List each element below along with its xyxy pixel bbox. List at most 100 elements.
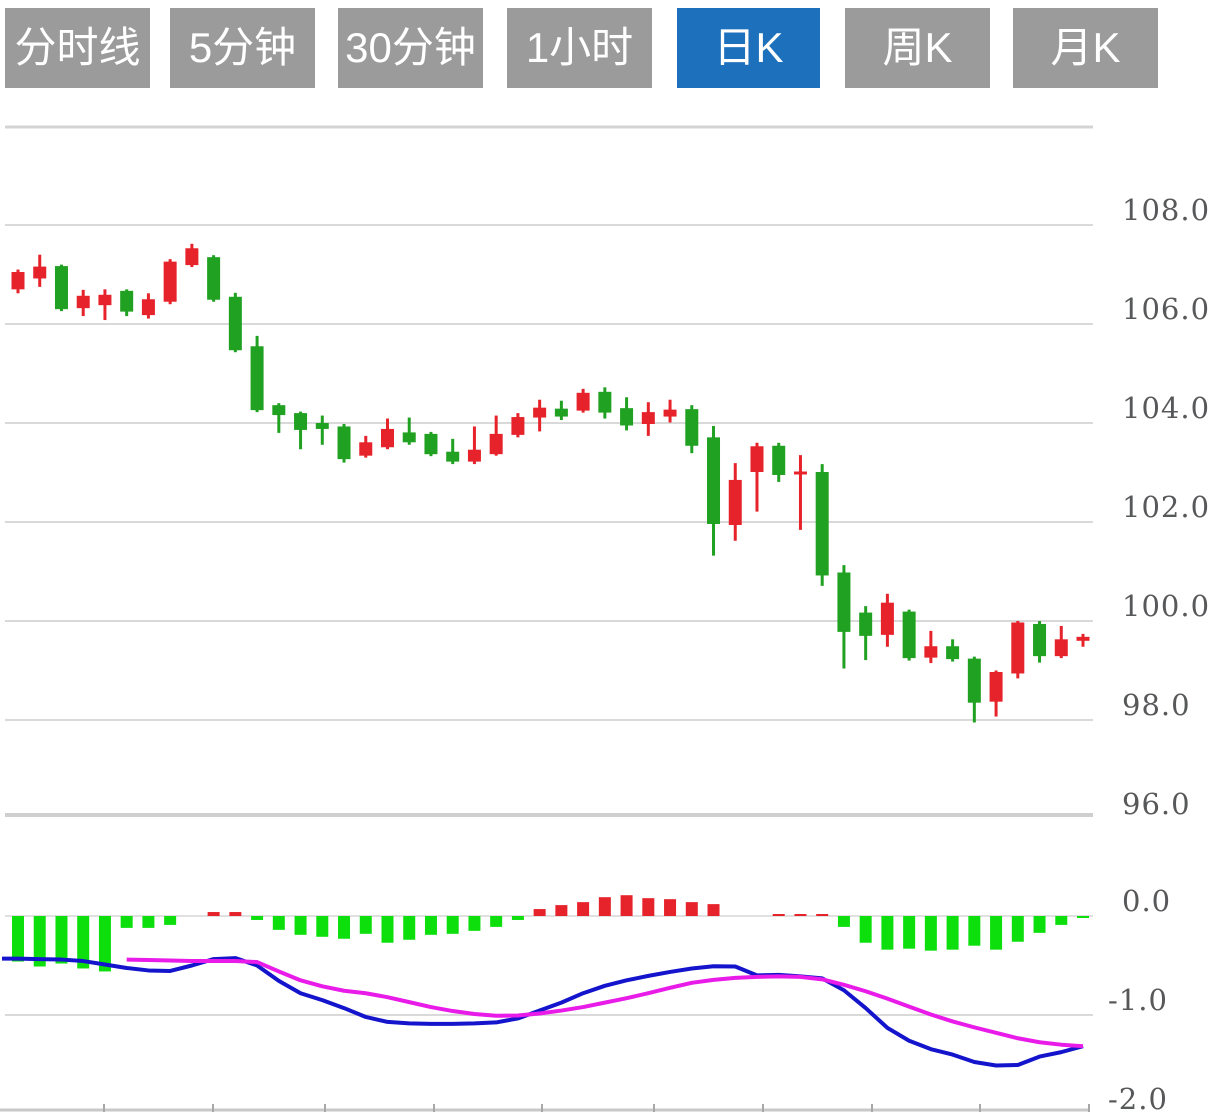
macd-bar <box>946 916 959 950</box>
candle-down <box>294 413 308 430</box>
candle-up <box>98 294 112 306</box>
macd-bar <box>859 916 872 943</box>
tab-monthly-k[interactable]: 月K <box>1013 8 1158 88</box>
candle-down <box>554 408 568 417</box>
price-axis-label: 104.0 <box>1122 391 1210 425</box>
macd-bar <box>707 904 720 916</box>
macd-bar <box>468 916 481 931</box>
macd-bar <box>642 898 655 916</box>
candle-up <box>1076 636 1090 641</box>
candle-up <box>533 407 547 418</box>
candle-up <box>185 248 199 266</box>
tab-weekly-k[interactable]: 周K <box>845 8 990 88</box>
candle-down <box>228 296 242 351</box>
candle-down <box>250 346 264 411</box>
macd-bar <box>772 914 785 916</box>
candle-up <box>880 602 894 635</box>
candle-down <box>54 266 68 310</box>
candle-down <box>598 391 612 413</box>
candle-down <box>1033 623 1047 657</box>
macd-bar <box>490 916 503 927</box>
price-axis-label: 106.0 <box>1122 292 1210 326</box>
candle-down <box>967 658 981 703</box>
candle-up <box>467 449 481 462</box>
price-axis-label: 100.0 <box>1122 589 1210 623</box>
macd-bar <box>338 916 351 939</box>
candle-up <box>641 412 655 424</box>
candle-down <box>207 257 221 300</box>
macd-bar <box>164 916 177 925</box>
macd-bar <box>403 916 416 940</box>
macd-bar <box>990 916 1003 950</box>
macd-bar <box>903 916 916 949</box>
dea-line <box>126 957 1084 1049</box>
macd-bar <box>511 916 524 920</box>
price-axis-label: 102.0 <box>1122 490 1210 524</box>
macd-bar <box>142 916 155 928</box>
candle-down <box>815 472 829 576</box>
candle-down <box>424 433 438 455</box>
macd-bar <box>446 916 459 934</box>
candle-down <box>837 572 851 632</box>
candle-down <box>902 611 916 659</box>
macd-bar <box>555 905 568 916</box>
macd-bar <box>685 902 698 916</box>
macd-bar <box>533 909 546 916</box>
macd-bar <box>381 916 394 943</box>
candle-up <box>728 479 742 525</box>
macd-bar <box>620 895 633 916</box>
candle-down <box>707 437 721 524</box>
candle-up <box>33 266 47 279</box>
dif-line <box>2 956 1084 1068</box>
macd-bar <box>1077 916 1090 918</box>
candle-up <box>793 471 807 475</box>
tab-daily-k[interactable]: 日K <box>677 8 820 88</box>
candle-up <box>989 671 1003 702</box>
candle-up <box>163 261 177 302</box>
candle-down <box>446 451 460 462</box>
candle-up <box>576 392 590 411</box>
macd-bar <box>359 916 372 934</box>
timeframe-tabbar: 分时线 5分钟 30分钟 1小时 日K 周K 月K <box>0 0 1213 95</box>
candle-up <box>1054 639 1068 657</box>
candle-up <box>380 428 394 448</box>
macd-bar <box>120 916 133 928</box>
candle-down <box>272 405 286 416</box>
price-axis-label: 98.0 <box>1122 688 1191 722</box>
macd-bar <box>207 912 220 916</box>
tab-1hour[interactable]: 1小时 <box>507 8 652 88</box>
candle-up <box>511 417 525 435</box>
macd-axis-label: -2.0 <box>1108 1082 1168 1115</box>
candle-up <box>76 295 90 309</box>
macd-bar <box>229 912 242 916</box>
price-axis-label: 108.0 <box>1122 193 1210 227</box>
candle-down <box>946 646 960 660</box>
macd-bar <box>577 902 590 916</box>
macd-bar <box>55 916 68 964</box>
tab-minute-line[interactable]: 分时线 <box>5 8 150 88</box>
candle-up <box>11 272 25 290</box>
tab-5min[interactable]: 5分钟 <box>170 8 315 88</box>
price-grid <box>5 125 1093 817</box>
candle-up <box>750 446 764 473</box>
candle-up <box>359 442 373 456</box>
macd-bar <box>1055 916 1068 925</box>
price-axis-labels: 108.0 106.0 104.0 102.0 100.0 98.0 96.0 <box>1122 193 1210 821</box>
tab-30min[interactable]: 30分钟 <box>338 8 483 88</box>
macd-bar <box>598 897 611 916</box>
x-axis <box>0 1104 1090 1112</box>
candle-down <box>120 290 134 312</box>
macd-bar <box>316 916 329 937</box>
macd-bar <box>924 916 937 951</box>
price-axis-label: 96.0 <box>1122 787 1191 821</box>
candle-up <box>663 409 677 417</box>
macd-axis-labels: 0.0 -1.0 -2.0 <box>1108 884 1170 1115</box>
macd-bar <box>968 916 981 946</box>
macd-bar <box>664 899 677 916</box>
candle-up <box>489 433 503 455</box>
candle-down <box>859 612 873 636</box>
macd-bar <box>881 916 894 950</box>
macd-bar <box>794 914 807 916</box>
macd-bar <box>251 916 264 920</box>
